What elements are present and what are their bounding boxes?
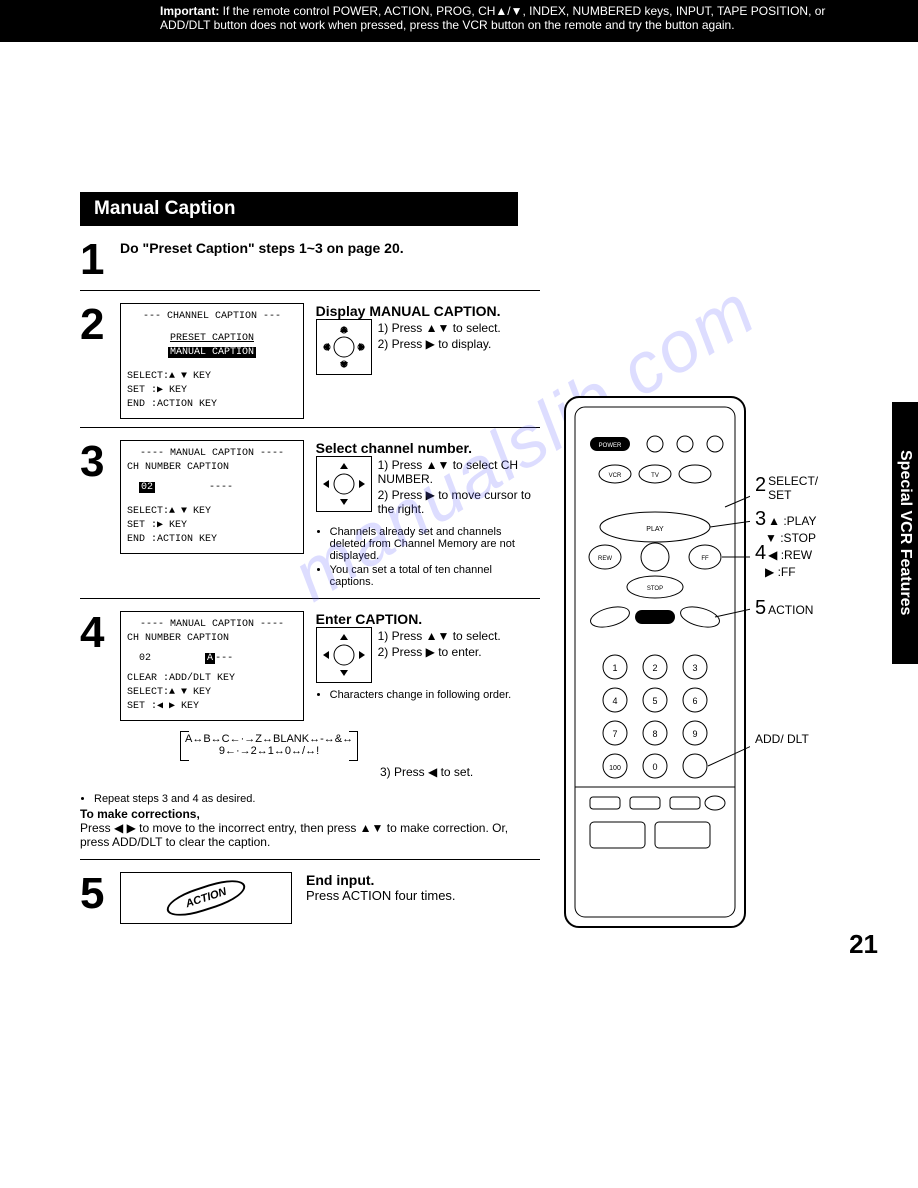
svg-text:POWER: POWER — [599, 443, 622, 449]
svg-text:REW: REW — [598, 556, 612, 562]
osd4-hdr: CH NUMBER CAPTION — [127, 632, 297, 646]
svg-text:VCR: VCR — [609, 473, 622, 479]
fn-head: To make corrections, — [80, 807, 540, 821]
osd4-f1: CLEAR :ADD/DLT KEY — [127, 672, 297, 686]
seq2: 9←·→2↔1↔0↔/↔! — [185, 745, 353, 757]
step-1: 1 Do "Preset Caption" steps 1~3 on page … — [80, 238, 898, 288]
section-title: Manual Caption — [80, 192, 518, 226]
svg-text:STOP: STOP — [647, 586, 663, 592]
step-num-4: 4 — [80, 611, 120, 655]
svg-text:9: 9 — [692, 729, 697, 739]
svg-text:7: 7 — [612, 729, 617, 739]
rlab-6: ADD/ DLT — [755, 732, 809, 746]
important-text: If the remote control POWER, ACTION, PRO… — [160, 4, 825, 32]
svg-text:1: 1 — [612, 663, 617, 673]
step1-text: Do "Preset Caption" steps 1~3 on page 20… — [120, 238, 898, 256]
step4-b1: Characters change in following order. — [330, 689, 536, 701]
rlab-5: ACTION — [768, 603, 813, 617]
osd2-r2: MANUAL CAPTION — [168, 347, 256, 358]
osd3-f1: SELECT:▲ ▼ KEY — [127, 505, 297, 519]
fn-body: Press ◀ ▶ to move to the incorrect entry… — [80, 821, 540, 849]
svg-text:8: 8 — [652, 729, 657, 739]
step4-title: Enter CAPTION. — [316, 611, 536, 627]
rlab-4b: ▶ :FF — [765, 565, 796, 579]
dpad-icon — [316, 456, 372, 512]
osd3-title: ---- MANUAL CAPTION ---- — [127, 447, 297, 461]
important-label: Important: — [160, 4, 219, 18]
step5-i1: Press ACTION four times. — [306, 888, 526, 903]
osd4-v2b: --- — [215, 653, 233, 664]
osd-step2: --- CHANNEL CAPTION --- PRESET CAPTION M… — [120, 303, 304, 419]
char-sequence: A↔B↔C←·→Z↔BLANK↔-↔&↔ 9←·→2↔1↔0↔/↔! — [180, 731, 358, 759]
osd2-f1: SELECT:▲ ▼ KEY — [127, 370, 297, 384]
step3-b1: Channels already set and channels delete… — [330, 526, 536, 562]
step3-i1: 1) Press ▲▼ to select CH NUMBER. — [378, 458, 536, 486]
osd2-r1: PRESET CAPTION — [170, 333, 254, 344]
remote-illustration: POWER VCR TV PLAY REW FF STOP — [560, 392, 860, 935]
step-num-2: 2 — [80, 303, 120, 347]
osd2-title: --- CHANNEL CAPTION --- — [127, 310, 297, 324]
dpad-icon — [316, 627, 372, 683]
osd3-hdr: CH NUMBER CAPTION — [127, 461, 297, 475]
osd2-f3: END :ACTION KEY — [127, 398, 297, 412]
important-banner: Important: If the remote control POWER, … — [0, 0, 918, 42]
step2-i1: 1) Press ▲▼ to select. — [378, 321, 501, 335]
osd4-v2a: A — [205, 653, 215, 664]
step2-i2: 2) Press ▶ to display. — [378, 337, 501, 351]
svg-text:0: 0 — [652, 762, 657, 772]
rlab-3a: ▲ :PLAY — [768, 514, 816, 528]
step3-b2: You can set a total of ten channel capti… — [330, 564, 536, 588]
step5-title: End input. — [306, 872, 526, 888]
page-number: 21 — [849, 929, 878, 960]
svg-text:TV: TV — [651, 473, 659, 479]
osd2-f2: SET :▶ KEY — [127, 384, 297, 398]
osd-step3: ---- MANUAL CAPTION ---- CH NUMBER CAPTI… — [120, 440, 304, 554]
osd4-v1: 02 — [139, 653, 151, 664]
step-num-5: 5 — [80, 872, 120, 916]
step2-title: Display MANUAL CAPTION. — [316, 303, 536, 319]
rlab-2: SELECT/ SET — [768, 474, 818, 502]
step4-i2: 2) Press ▶ to enter. — [378, 645, 501, 659]
svg-text:PLAY: PLAY — [646, 526, 664, 533]
dpad-icon — [316, 319, 372, 375]
osd-step4: ---- MANUAL CAPTION ---- CH NUMBER CAPTI… — [120, 611, 304, 721]
step3-title: Select channel number. — [316, 440, 536, 456]
action-button-graphic: ACTION — [163, 874, 249, 922]
osd4-title: ---- MANUAL CAPTION ---- — [127, 618, 297, 632]
osd4-f2: SELECT:▲ ▼ KEY — [127, 686, 297, 700]
step4-i1: 1) Press ▲▼ to select. — [378, 629, 501, 643]
footnotes: Repeat steps 3 and 4 as desired. To make… — [80, 793, 540, 849]
step3-i2: 2) Press ▶ to move cursor to the right. — [378, 488, 536, 516]
svg-text:100: 100 — [609, 765, 621, 772]
rlab-4a: ◀ :REW — [768, 548, 812, 562]
svg-text:5: 5 — [652, 696, 657, 706]
step-num-3: 3 — [80, 440, 120, 484]
osd3-f2: SET :▶ KEY — [127, 519, 297, 533]
fn-b1: Repeat steps 3 and 4 as desired. — [94, 793, 540, 805]
step4-i3: 3) Press ◀ to set. — [380, 765, 536, 779]
svg-text:2: 2 — [652, 663, 657, 673]
seq1: A↔B↔C←·→Z↔BLANK↔-↔&↔ — [185, 733, 353, 745]
side-tab: Special VCR Features — [892, 402, 918, 664]
action-box: ACTION — [120, 872, 292, 924]
svg-text:6: 6 — [692, 696, 697, 706]
svg-text:4: 4 — [612, 696, 617, 706]
svg-text:3: 3 — [692, 663, 697, 673]
svg-text:FF: FF — [701, 556, 709, 562]
step-num-1: 1 — [80, 238, 120, 282]
osd4-f3: SET :◀ ▶ KEY — [127, 700, 297, 714]
osd3-f3: END :ACTION KEY — [127, 533, 297, 547]
